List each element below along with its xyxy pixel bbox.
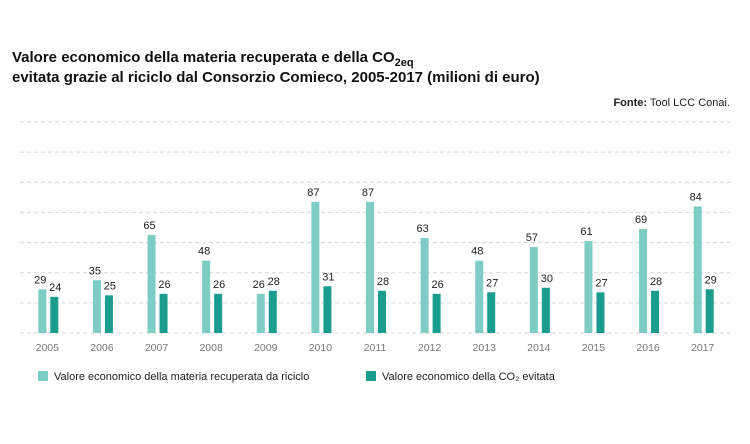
bar [50,296,59,333]
value-label: 26 [431,279,443,291]
bar [693,206,702,333]
x-tick-label: 2005 [36,342,60,354]
bar [420,238,429,333]
value-label: 26 [158,279,170,291]
value-label: 29 [34,274,46,286]
bar [147,235,156,333]
value-label: 31 [322,271,334,283]
value-label: 26 [253,279,265,291]
bar [202,260,211,333]
bar [311,201,320,333]
value-label: 61 [580,226,592,238]
bar [432,293,441,333]
bar [596,292,605,333]
x-tick-label: 2012 [418,342,442,354]
bar [705,289,714,333]
bar [104,295,113,333]
bar [38,289,47,333]
x-tick-label: 2017 [691,342,715,354]
bar [378,290,386,333]
bar [639,229,648,333]
legend-label: Valore economico della materia recuperat… [54,371,309,383]
bar [159,293,168,333]
x-tick-label: 2013 [473,342,497,354]
legend-swatch [38,371,48,381]
bar [323,286,332,333]
value-label: 28 [268,276,280,288]
value-label: 28 [650,276,662,288]
value-label: 25 [104,280,116,292]
value-label: 57 [526,232,538,244]
bar [92,280,101,333]
bar [256,293,265,333]
bar [651,290,660,333]
bar [529,247,538,333]
value-label: 30 [541,273,553,285]
value-label: 26 [213,279,225,291]
value-label: 87 [362,187,374,199]
x-tick-label: 2014 [527,342,551,354]
value-label: 28 [377,276,389,288]
value-label: 29 [705,274,717,286]
value-label: 69 [635,214,647,226]
x-tick-label: 2007 [145,342,169,354]
x-tick-label: 2006 [90,342,114,354]
x-tick-label: 2010 [309,342,333,354]
bar [584,241,593,333]
value-label: 24 [49,282,61,294]
x-tick-label: 2015 [582,342,606,354]
bar [268,290,277,333]
value-label: 65 [143,220,155,232]
value-label: 35 [89,265,101,277]
legend-label: Valore economico della CO₂ evitata [382,371,556,383]
x-tick-label: 2016 [636,342,660,354]
chart-title-line2: evitata grazie al riciclo dal Consorzio … [12,69,540,86]
bar [475,260,484,333]
bar [487,292,496,333]
bar [366,201,374,333]
value-label: 84 [690,191,702,203]
value-label: 27 [595,277,607,289]
value-label: 48 [471,246,483,258]
x-tick-label: 2008 [199,342,223,354]
value-label: 27 [486,277,498,289]
value-label: 87 [307,187,319,199]
legend-swatch [366,371,376,381]
bar [541,287,550,333]
chart-title: Valore economico della materia recuperat… [12,49,414,69]
value-label: 63 [416,223,428,235]
value-label: 48 [198,246,210,258]
source: Fonte: Tool LCC Conai. [613,97,730,109]
bar [214,293,223,333]
x-tick-label: 2011 [364,342,387,354]
x-tick-label: 2009 [254,342,278,354]
